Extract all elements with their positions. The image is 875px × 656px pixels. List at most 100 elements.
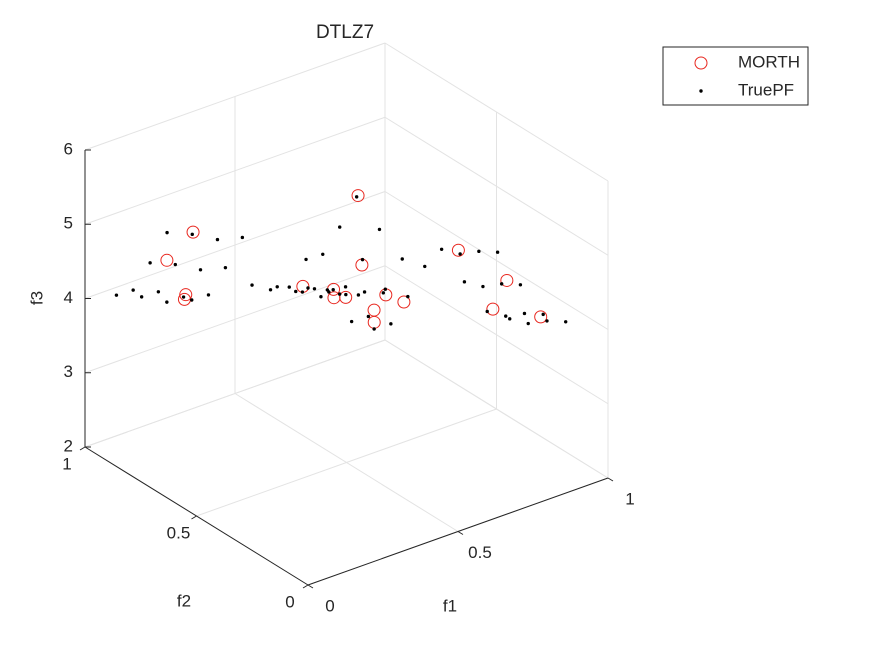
point [439, 247, 444, 251]
x-tick-label: 1 [625, 489, 634, 508]
y-tick-label: 0 [285, 592, 294, 611]
point [534, 310, 548, 324]
point [564, 320, 568, 324]
point [485, 309, 489, 314]
grid-line [84, 42, 386, 151]
grid-line [196, 408, 497, 517]
point [462, 280, 467, 284]
point [451, 243, 465, 257]
grid-line [384, 116, 609, 256]
point [250, 283, 254, 287]
y-tick [191, 515, 197, 520]
z-tick-label: 5 [64, 214, 73, 233]
point [518, 283, 523, 287]
point [406, 294, 410, 299]
point [300, 290, 305, 294]
point [304, 257, 308, 262]
grid-line [84, 191, 386, 299]
x-tick [607, 477, 614, 482]
point [327, 291, 341, 305]
x-tick [457, 531, 464, 535]
point [356, 293, 361, 297]
point [458, 252, 462, 256]
legend: MORTH TruePF [662, 46, 809, 106]
x-tick [307, 584, 314, 589]
point [372, 327, 376, 331]
y-tick-label: 0.5 [167, 523, 191, 542]
point [481, 284, 485, 289]
y-tick [302, 584, 309, 589]
z-tick-label: 2 [64, 436, 73, 455]
point [504, 314, 508, 318]
point [343, 285, 348, 289]
grid-line [384, 339, 609, 479]
grid-line [384, 191, 609, 330]
point [321, 252, 325, 256]
grid [84, 42, 609, 586]
grid-line [84, 116, 386, 225]
point [160, 253, 174, 267]
y-tick-label: 1 [62, 454, 71, 473]
point [400, 257, 404, 261]
point [541, 312, 545, 317]
point [306, 286, 310, 290]
point [526, 321, 530, 326]
x-axis-label: f1 [443, 596, 457, 615]
point [508, 317, 512, 321]
point [156, 290, 161, 294]
legend-label: MORTH [738, 52, 800, 71]
point [223, 265, 228, 270]
legend-box [662, 46, 809, 106]
z-tick-label: 6 [64, 139, 73, 158]
chart-title: DTLZ7 [316, 22, 374, 43]
point [190, 298, 194, 302]
point [349, 319, 354, 324]
point [377, 227, 382, 232]
grid-line [384, 265, 609, 405]
z-tick-label: 3 [64, 362, 73, 381]
z-tick-label: 4 [64, 288, 73, 307]
point [173, 262, 178, 267]
point [397, 295, 411, 309]
point [131, 288, 135, 292]
point [165, 230, 169, 235]
legend-label: TruePF [738, 80, 794, 99]
point [190, 232, 194, 237]
point [338, 225, 342, 229]
legend-marker [694, 56, 708, 70]
point [319, 295, 323, 299]
point [362, 290, 367, 294]
point [275, 285, 279, 289]
point [181, 295, 186, 299]
point [206, 293, 211, 297]
point [545, 319, 549, 323]
point [477, 249, 481, 254]
point [165, 300, 169, 304]
point [366, 314, 371, 319]
point [383, 287, 388, 291]
point [179, 288, 193, 302]
point [198, 268, 203, 272]
point [354, 195, 359, 199]
point [381, 291, 385, 295]
y-tick [79, 446, 86, 451]
point [312, 287, 317, 291]
point [389, 322, 393, 326]
point [294, 289, 298, 294]
point [500, 273, 514, 287]
grid-line [384, 42, 609, 182]
y-axis-label: f2 [177, 591, 191, 610]
grid-line [84, 339, 386, 448]
point [139, 295, 144, 299]
point [423, 264, 427, 269]
point [499, 282, 504, 286]
point [287, 285, 291, 289]
point [186, 225, 200, 239]
point [215, 237, 220, 242]
point [522, 311, 527, 316]
point [337, 292, 342, 296]
point [114, 293, 119, 297]
